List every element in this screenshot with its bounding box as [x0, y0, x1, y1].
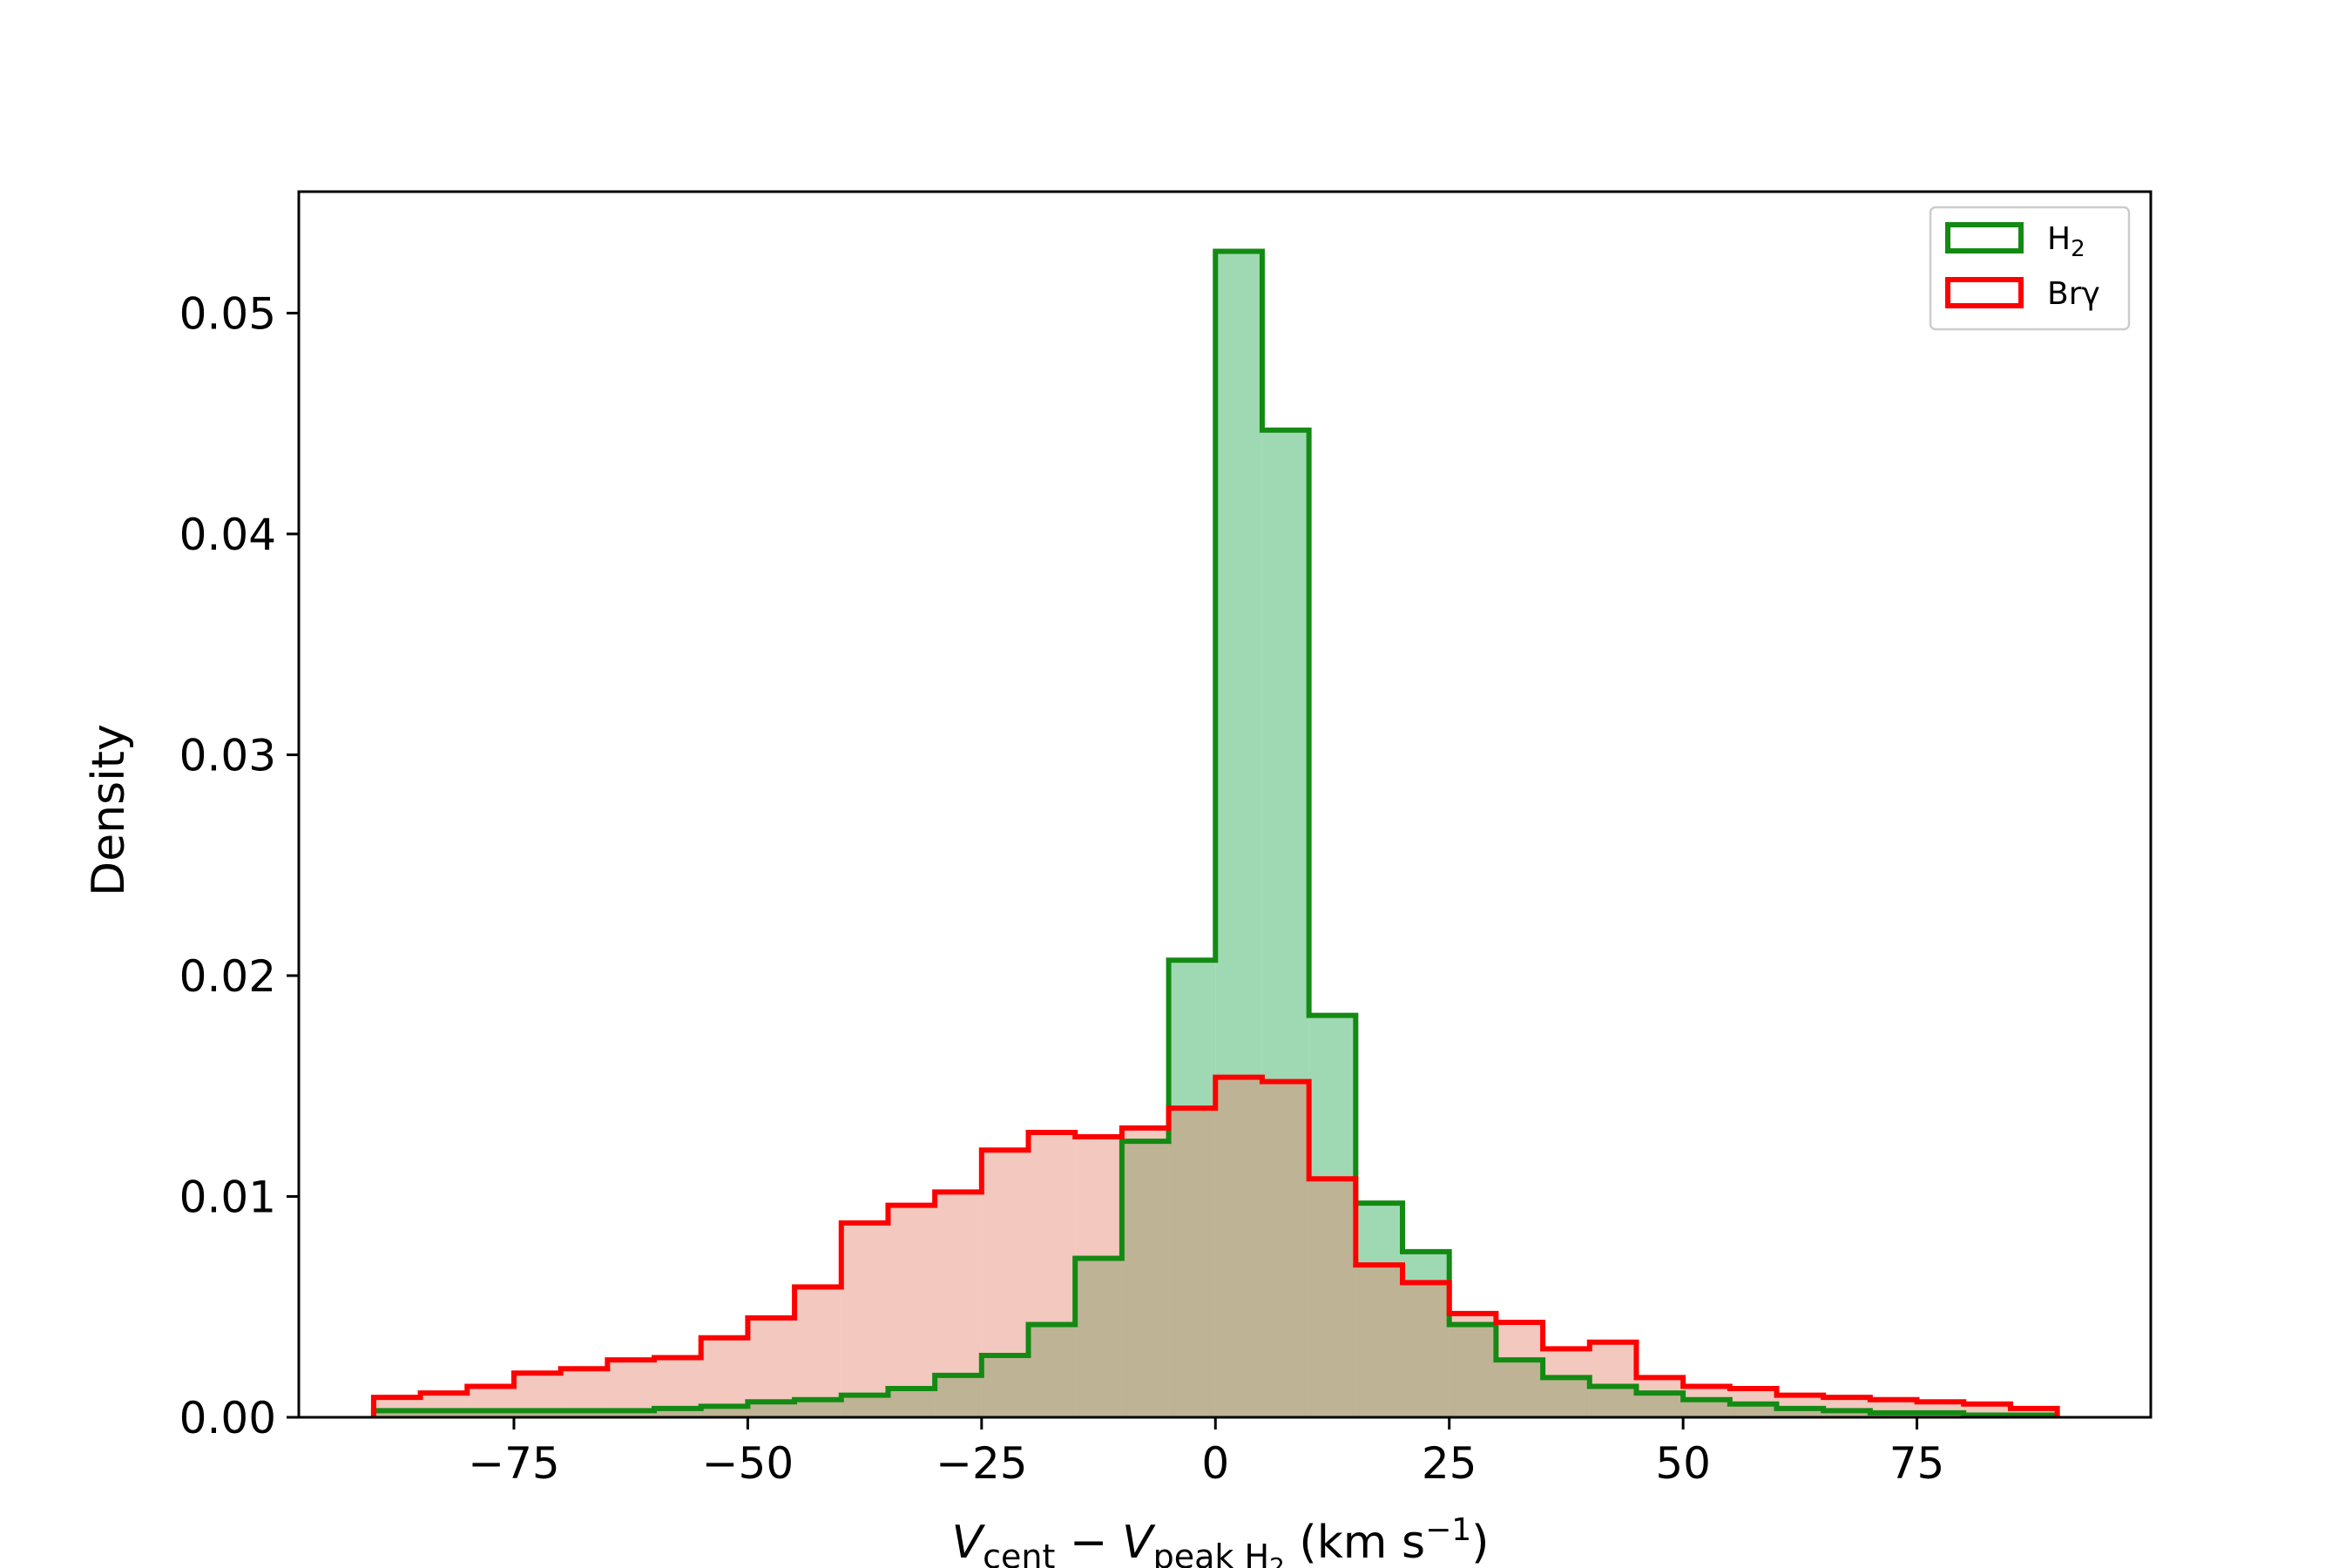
y-axis-label: Density [83, 724, 135, 896]
x-tick-label: 75 [1889, 1438, 1945, 1489]
series-0-bar-29 [1729, 1403, 1777, 1417]
y-tick-label: 0.01 [179, 1172, 276, 1222]
legend-swatch-1 [1945, 277, 2024, 308]
series-0-bar-24 [1496, 1360, 1544, 1417]
legend-swatch-0 [1945, 222, 2024, 253]
x-axis-ticks: −75 −50 −25 0 25 50 75 [468, 1417, 1944, 1489]
series-0-bar-13 [981, 1355, 1029, 1417]
series-1-bar-18 [1215, 1077, 1262, 1417]
series-0-bar-3 [513, 1410, 561, 1417]
series-0-bar-9 [794, 1399, 841, 1417]
series-0-bar-16 [1121, 1141, 1169, 1417]
series-0-bar-26 [1589, 1386, 1637, 1417]
x-axis-label: Vcent − Vpeak H2 (km s−1) [952, 1512, 1490, 1568]
y-tick-label: 0.00 [179, 1393, 276, 1443]
series-1-bar-20 [1308, 1179, 1356, 1417]
series-1-bar-12 [935, 1192, 982, 1417]
series-1-bar-22 [1402, 1282, 1450, 1417]
x-tick-label: −25 [936, 1438, 1028, 1489]
series-0-bar-30 [1776, 1408, 1824, 1417]
series-0-bar-8 [747, 1402, 795, 1417]
series-1-bar-16 [1121, 1127, 1169, 1417]
series-0-bar-15 [1075, 1258, 1122, 1417]
series-1-bar-1 [420, 1393, 468, 1417]
series-1-bar-5 [607, 1360, 655, 1417]
series-0-bar-14 [1028, 1324, 1076, 1417]
legend-label-1: Brγ [2047, 276, 2100, 312]
series-1-bar-23 [1449, 1313, 1497, 1417]
series-1-bar-24 [1496, 1321, 1544, 1417]
y-tick-label: 0.03 [179, 730, 276, 781]
series-0-bar-10 [841, 1395, 889, 1417]
series-1-bar-9 [794, 1287, 841, 1417]
y-axis-ticks: 0.00 0.01 0.02 0.03 0.04 0.05 [179, 288, 299, 1443]
series-0-bar-28 [1683, 1399, 1730, 1417]
x-tick-label: 25 [1422, 1438, 1477, 1489]
series-0-bar-19 [1261, 429, 1309, 1418]
histogram-fills [373, 251, 2058, 1418]
series-0-bar-11 [888, 1389, 936, 1417]
series-1-bar-21 [1355, 1265, 1403, 1417]
x-tick-label: 0 [1201, 1438, 1229, 1489]
series-1-bar-17 [1168, 1108, 1216, 1417]
series-1-bar-15 [1075, 1137, 1122, 1417]
series-0-bar-5 [607, 1410, 655, 1417]
series-1-bar-11 [888, 1205, 936, 1417]
series-0-bar-6 [654, 1408, 701, 1417]
series-0-bar-31 [1823, 1410, 1870, 1417]
series-0-bar-18 [1215, 251, 1262, 1418]
series-0-bar-22 [1402, 1251, 1450, 1417]
series-0-bar-17 [1168, 960, 1216, 1417]
series-1-bar-10 [841, 1222, 889, 1417]
series-1-bar-25 [1543, 1348, 1590, 1417]
series-1-bar-14 [1028, 1132, 1076, 1417]
plot-frame [297, 190, 2153, 1419]
x-tick-label: 50 [1655, 1438, 1711, 1489]
histogram-outlines [370, 248, 2060, 1418]
series-0-bar-23 [1449, 1324, 1497, 1417]
legend-label-0: H2 [2047, 221, 2085, 262]
series-0-outline [370, 248, 2060, 1418]
series-1-bar-27 [1636, 1377, 1684, 1417]
series-0-bar-7 [700, 1406, 748, 1417]
series-1-bar-31 [1823, 1397, 1870, 1417]
series-1-bar-26 [1589, 1342, 1637, 1417]
y-tick-label: 0.05 [179, 288, 276, 339]
x-tick-label: −75 [468, 1438, 560, 1489]
series-0-bar-20 [1308, 1015, 1356, 1417]
y-tick-label: 0.02 [179, 951, 276, 1002]
series-1-outline [370, 1074, 2060, 1417]
series-0-bar-4 [560, 1410, 608, 1417]
series-1-bar-13 [981, 1150, 1029, 1417]
series-0-bar-12 [935, 1375, 982, 1417]
series-0-bar-21 [1355, 1203, 1403, 1417]
series-0-bar-27 [1636, 1393, 1684, 1417]
series-0-bar-25 [1543, 1377, 1590, 1417]
series-0-bar-2 [467, 1410, 514, 1417]
legend: H2 Brγ [1929, 206, 2131, 331]
series-1-bar-0 [373, 1397, 421, 1417]
x-tick-label: −50 [702, 1438, 794, 1489]
series-0-bar-0 [373, 1410, 421, 1417]
series-1-bar-19 [1261, 1081, 1309, 1417]
y-tick-label: 0.04 [179, 510, 276, 560]
series-0-bar-1 [420, 1410, 468, 1417]
